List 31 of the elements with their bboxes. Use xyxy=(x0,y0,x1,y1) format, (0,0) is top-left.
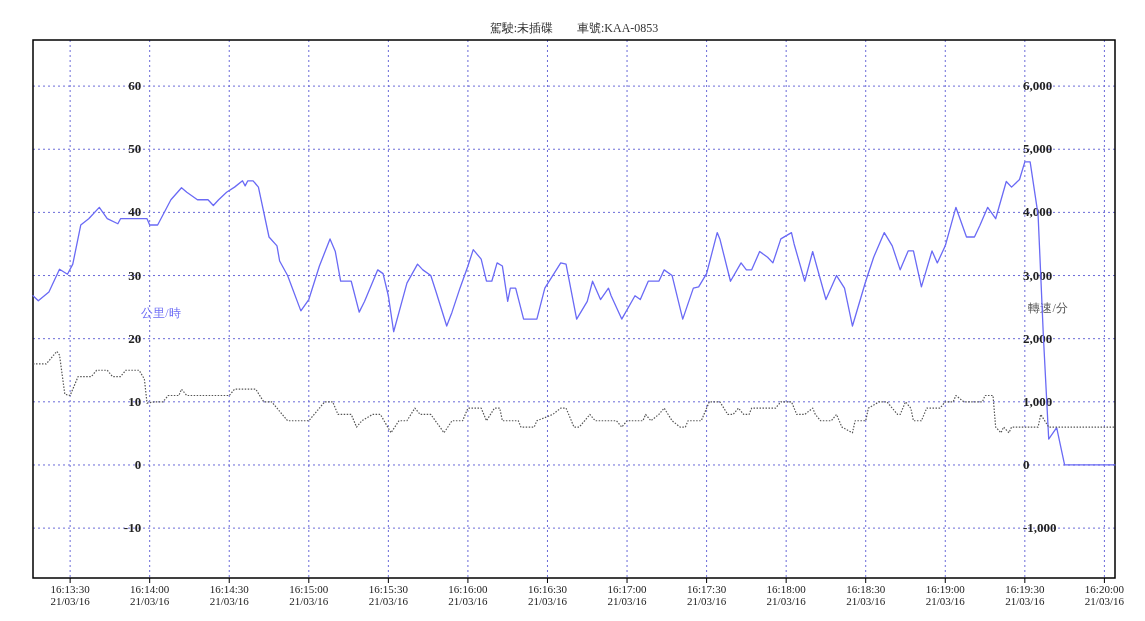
y2-tick-label: 1,000 xyxy=(1023,393,1053,409)
x-tick-label: 16:13:30 21/03/16 xyxy=(50,583,91,607)
x-tick-label: 16:17:30 21/03/16 xyxy=(687,583,727,607)
y-tick-label: -10 xyxy=(123,520,142,536)
y-axis-title: 公里/時 xyxy=(141,305,181,320)
y-tick-label: 30 xyxy=(128,267,142,283)
y-tick-label: 0 xyxy=(134,456,142,472)
x-tick-label: 16:16:30 21/03/16 xyxy=(527,583,568,607)
x-tick-label: 16:15:00 21/03/16 xyxy=(289,583,329,607)
y-tick-label: 60 xyxy=(128,78,142,94)
y2-tick-label: 0 xyxy=(1023,456,1030,472)
x-tick-label: 16:17:00 21/03/16 xyxy=(607,583,648,607)
chart-title: 駕駛:未插碟 車號:KAA-0853 xyxy=(489,21,659,35)
y2-tick-label: 5,000 xyxy=(1023,141,1053,157)
x-tick-label: 16:19:30 21/03/16 xyxy=(1005,583,1045,607)
x-tick-label: 16:16:00 21/03/16 xyxy=(448,583,488,607)
y2-tick-label: -1,000 xyxy=(1023,520,1057,536)
x-tick-label: 16:14:30 21/03/16 xyxy=(209,583,250,607)
x-tick-label: 16:18:00 21/03/16 xyxy=(766,583,807,607)
y-tick-label: 40 xyxy=(128,204,142,220)
y2-tick-label: 6,000 xyxy=(1023,78,1053,94)
x-tick-label: 16:20:00 21/03/16 xyxy=(1084,583,1125,607)
x-tick-label: 16:14:00 21/03/16 xyxy=(130,583,170,607)
x-tick-label: 16:18:30 21/03/16 xyxy=(846,583,886,607)
y2-tick-label: 3,000 xyxy=(1023,267,1053,283)
y-tick-label: 20 xyxy=(128,330,142,346)
y-tick-label: 10 xyxy=(128,393,142,409)
y-tick-label: 50 xyxy=(128,141,142,157)
x-tick-label: 16:19:00 21/03/16 xyxy=(925,583,966,607)
x-tick-label: 16:15:30 21/03/16 xyxy=(368,583,409,607)
y2-tick-label: 4,000 xyxy=(1023,204,1053,220)
